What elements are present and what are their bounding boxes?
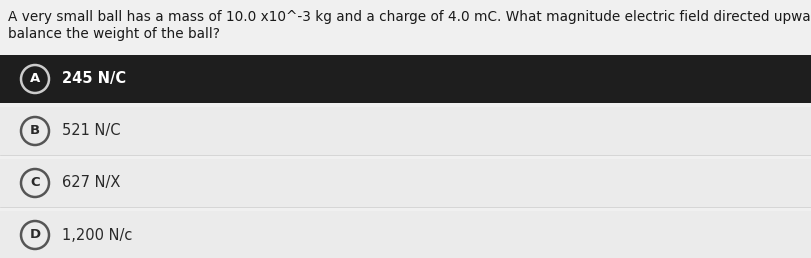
Text: A very small ball has a mass of 10.0 x10^-3 kg and a charge of 4.0 mC. What magn: A very small ball has a mass of 10.0 x10… bbox=[8, 10, 811, 24]
Text: 521 N/C: 521 N/C bbox=[62, 124, 121, 139]
Text: balance the weight of the ball?: balance the weight of the ball? bbox=[8, 27, 220, 41]
Text: C: C bbox=[30, 176, 40, 189]
Text: A: A bbox=[30, 72, 40, 85]
FancyBboxPatch shape bbox=[0, 159, 811, 207]
Text: 245 N/C: 245 N/C bbox=[62, 71, 127, 86]
FancyBboxPatch shape bbox=[0, 107, 811, 155]
Circle shape bbox=[21, 221, 49, 249]
Text: 1,200 N/c: 1,200 N/c bbox=[62, 228, 132, 243]
Circle shape bbox=[21, 117, 49, 145]
Circle shape bbox=[21, 65, 49, 93]
Text: 627 N/X: 627 N/X bbox=[62, 175, 120, 190]
Circle shape bbox=[21, 169, 49, 197]
Text: D: D bbox=[29, 229, 41, 241]
FancyBboxPatch shape bbox=[0, 211, 811, 258]
Text: B: B bbox=[30, 125, 40, 138]
FancyBboxPatch shape bbox=[0, 55, 811, 103]
